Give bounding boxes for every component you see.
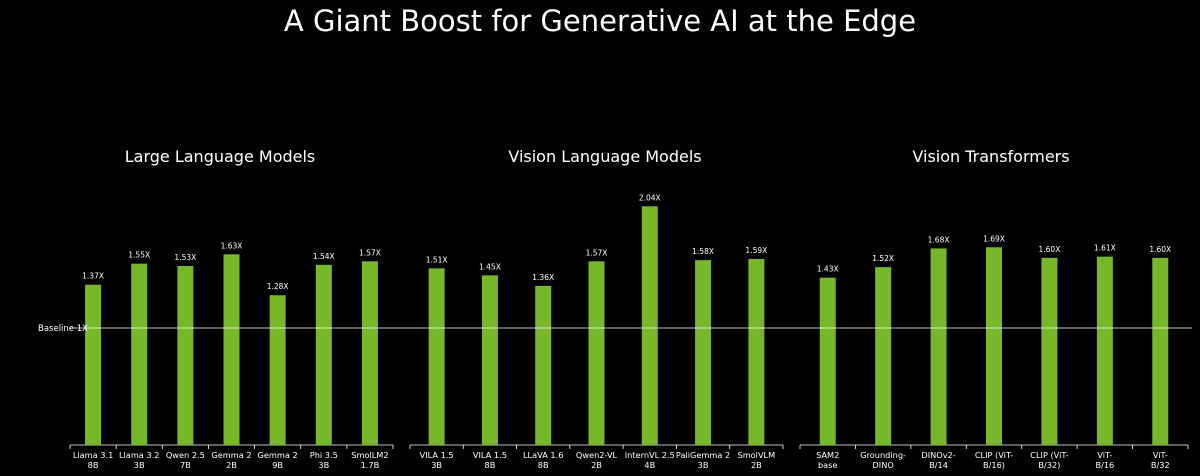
x-tick-label: VILA 1.5 8B xyxy=(473,450,507,470)
bar xyxy=(930,248,947,445)
bar-value-label: 2.04X xyxy=(639,193,661,202)
x-tick-label: Qwen2-VL 2B xyxy=(576,450,618,470)
bar-value-label: 1.63X xyxy=(221,241,243,250)
x-tick-label: Qwen 2.5 7B xyxy=(166,450,205,470)
chart-panel: Large Language Models 1.37X Llama 3.1 8B 1.5… xyxy=(69,147,394,470)
panel-title: Vision Language Models xyxy=(508,147,701,166)
bar-value-label: 1.58X xyxy=(692,247,714,256)
page-title: A Giant Boost for Generative AI at the E… xyxy=(283,4,917,38)
bar xyxy=(1041,257,1058,445)
bar xyxy=(481,275,498,445)
x-tick-label: Phi 3.5 3B xyxy=(310,450,338,470)
bar-value-label: 1.28X xyxy=(267,282,289,291)
bar xyxy=(269,295,286,445)
bar xyxy=(131,263,148,445)
baseline-label: Baseline 1X xyxy=(38,324,88,334)
bar-value-label: 1.53X xyxy=(174,253,196,262)
x-tick-label: Gemma 2 9B xyxy=(258,450,298,470)
x-tick-label: Llama 3.1 8B xyxy=(73,450,113,470)
bar-value-label: 1.52X xyxy=(872,254,894,263)
bar xyxy=(177,265,194,445)
bar-value-label: 1.57X xyxy=(359,248,381,257)
x-tick-label: Grounding-DINO xyxy=(860,450,906,470)
x-tick-label: SmolLM2 1.7B xyxy=(351,450,388,470)
bar-value-label: 1.51X xyxy=(426,255,448,264)
chart-panel: Vision Transformers 1.43X SAM2 base 1.52X Gro… xyxy=(799,147,1189,470)
panel-title: Large Language Models xyxy=(125,147,316,166)
bar-value-label: 1.60X xyxy=(1039,245,1061,254)
x-tick-label: SAM2 base xyxy=(816,450,839,470)
bar-value-label: 1.69X xyxy=(983,234,1005,243)
x-tick-label: InternVL 2.5 4B xyxy=(625,450,675,470)
bar xyxy=(315,264,332,445)
bar-value-label: 1.37X xyxy=(82,272,104,281)
bar xyxy=(85,284,102,445)
bar-value-label: 1.45X xyxy=(479,262,501,271)
bar-value-label: 1.59X xyxy=(745,246,767,255)
bar xyxy=(588,261,605,445)
bar xyxy=(1152,257,1169,445)
bar xyxy=(641,206,658,445)
bar-value-label: 1.43X xyxy=(817,265,839,274)
panel-title: Vision Transformers xyxy=(912,147,1069,166)
x-tick-label: ViT-B/16 xyxy=(1095,450,1114,470)
x-tick-label: VILA 1.5 3B xyxy=(420,450,454,470)
bar-value-label: 1.61X xyxy=(1094,244,1116,253)
bar-value-label: 1.60X xyxy=(1149,245,1171,254)
bar xyxy=(986,247,1002,445)
bar xyxy=(1096,256,1113,445)
bar-value-label: 1.36X xyxy=(532,273,554,282)
x-tick-label: Gemma 2 2B xyxy=(211,450,251,470)
bar xyxy=(748,258,765,445)
x-tick-label: CLIP (ViT-B/16) xyxy=(975,450,1013,470)
x-tick-label: PaliGemma 2 3B xyxy=(676,450,730,470)
bar xyxy=(875,267,892,445)
bar-value-label: 1.57X xyxy=(586,248,608,257)
bar-value-label: 1.54X xyxy=(313,252,335,261)
x-tick-label: ViT-B/32 xyxy=(1151,450,1170,470)
bar-value-label: 1.55X xyxy=(128,251,150,260)
x-tick-label: SmolVLM 2B xyxy=(738,450,776,470)
bar xyxy=(535,285,552,445)
x-tick-label: DINOv2-B/14 xyxy=(921,450,955,470)
bar xyxy=(428,268,445,445)
bar-value-label: 1.68X xyxy=(928,235,950,244)
x-tick-label: LLaVA 1.6 8B xyxy=(523,450,563,470)
x-tick-label: CLIP (ViT-B/32) xyxy=(1030,450,1068,470)
bar xyxy=(695,260,712,445)
bar xyxy=(361,261,378,445)
bar xyxy=(223,254,240,445)
bar xyxy=(819,277,836,445)
chart-panel: Vision Language Models 1.51X VILA 1.5 3B 1.4… xyxy=(409,147,784,470)
x-tick-label: Llama 3.2 3B xyxy=(119,450,159,470)
